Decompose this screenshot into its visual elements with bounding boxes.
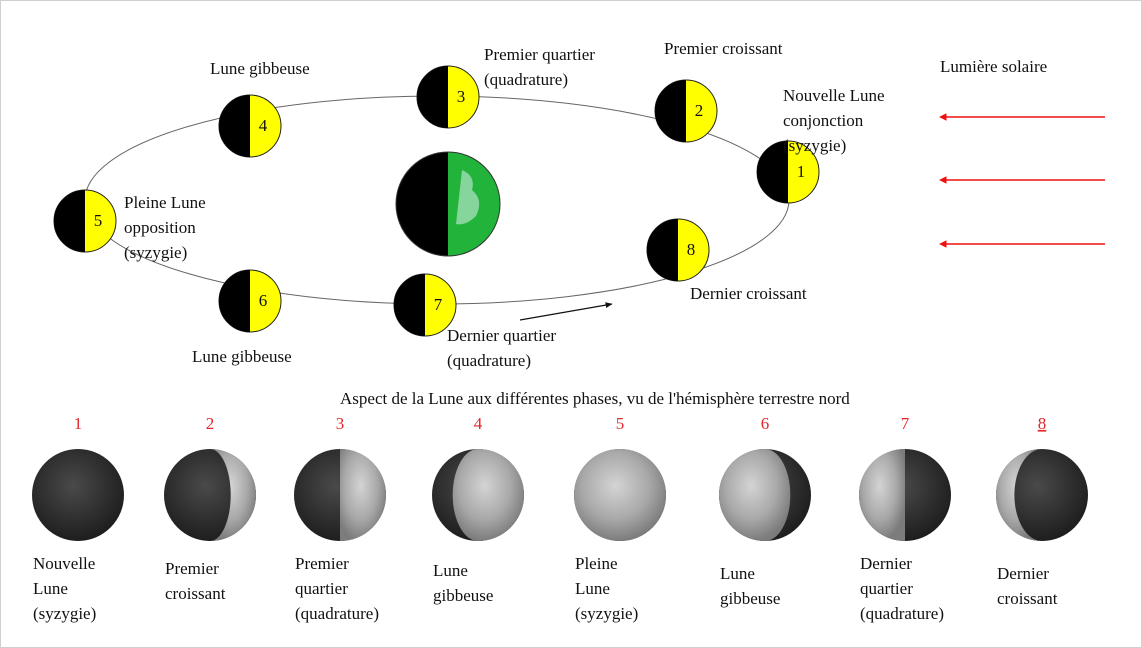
phase-label: quartier	[860, 579, 913, 598]
earth	[396, 152, 500, 256]
orbit-label: Lune gibbeuse	[192, 347, 292, 366]
phase-label: gibbeuse	[720, 589, 780, 608]
phase-label: croissant	[997, 589, 1058, 608]
phase-label: Lune	[720, 564, 755, 583]
orbit-label: Premier quartier	[484, 45, 595, 64]
phase-label: Premier	[165, 559, 219, 578]
orbit-label: (quadrature)	[484, 70, 568, 89]
phase-label: Premier	[295, 554, 349, 573]
phase-label: gibbeuse	[433, 586, 493, 605]
phase-label: quartier	[295, 579, 348, 598]
moon-number: 1	[797, 162, 806, 181]
orbit-label: (syzygie)	[124, 243, 187, 262]
moon-number: 6	[259, 291, 268, 310]
moon-number: 3	[457, 87, 466, 106]
phase-number: 7	[901, 414, 910, 433]
phase-label: (quadrature)	[860, 604, 944, 623]
phase-label: Lune	[433, 561, 468, 580]
moon-number: 4	[259, 116, 268, 135]
moon-number: 8	[687, 240, 696, 259]
orbit-label: Pleine Lune	[124, 193, 206, 212]
orbit-label: Dernier quartier	[447, 326, 556, 345]
orbit-moon: 8	[647, 219, 709, 281]
phase-label: Lune	[33, 579, 68, 598]
phase-label: Pleine	[575, 554, 618, 573]
orbit-moon: 6	[219, 270, 281, 332]
phase-lit	[574, 449, 666, 541]
moon-number: 7	[434, 295, 443, 314]
phase-number: 2	[206, 414, 215, 433]
phase-label: Dernier	[997, 564, 1049, 583]
orbit-label: Dernier croissant	[690, 284, 807, 303]
phase-label: croissant	[165, 584, 226, 603]
phase-number: 3	[336, 414, 345, 433]
phase-label: Lune	[575, 579, 610, 598]
orbit-moon: 2	[655, 80, 717, 142]
orbit-moon: 3	[417, 66, 479, 128]
frame	[1, 1, 1142, 648]
phase-label: (syzygie)	[575, 604, 638, 623]
orbit-label: (syzygie)	[783, 136, 846, 155]
phase-number: 1	[74, 414, 83, 433]
orbit-moon: 5	[54, 190, 116, 252]
phase-moon	[32, 449, 124, 541]
phase-label: Nouvelle	[33, 554, 95, 573]
sunlight-label: Lumière solaire	[940, 57, 1047, 76]
orbit-label: opposition	[124, 218, 196, 237]
phase-label: Dernier	[860, 554, 912, 573]
phase-number: 6	[761, 414, 770, 433]
orbit-moon: 4	[219, 95, 281, 157]
orbit-label: Nouvelle Lune	[783, 86, 885, 105]
moon-number: 2	[695, 101, 704, 120]
phase-number: 8	[1038, 414, 1047, 433]
orbit-label: Lune gibbeuse	[210, 59, 310, 78]
orbit-label: conjonction	[783, 111, 864, 130]
phase-number: 5	[616, 414, 625, 433]
moon-number: 5	[94, 211, 103, 230]
page: {"orbit": { "moons": ["1", "2", "3", "4"…	[0, 0, 1142, 648]
phase-label: (quadrature)	[295, 604, 379, 623]
caption: Aspect de la Lune aux différentes phases…	[340, 389, 850, 408]
orbit-label: (quadrature)	[447, 351, 531, 370]
orbit-label: Premier croissant	[664, 39, 783, 58]
phase-number: 4	[474, 414, 483, 433]
diagram: Lumière solaire Aspect de la Lune aux di…	[0, 0, 1142, 648]
phase-label: (syzygie)	[33, 604, 96, 623]
